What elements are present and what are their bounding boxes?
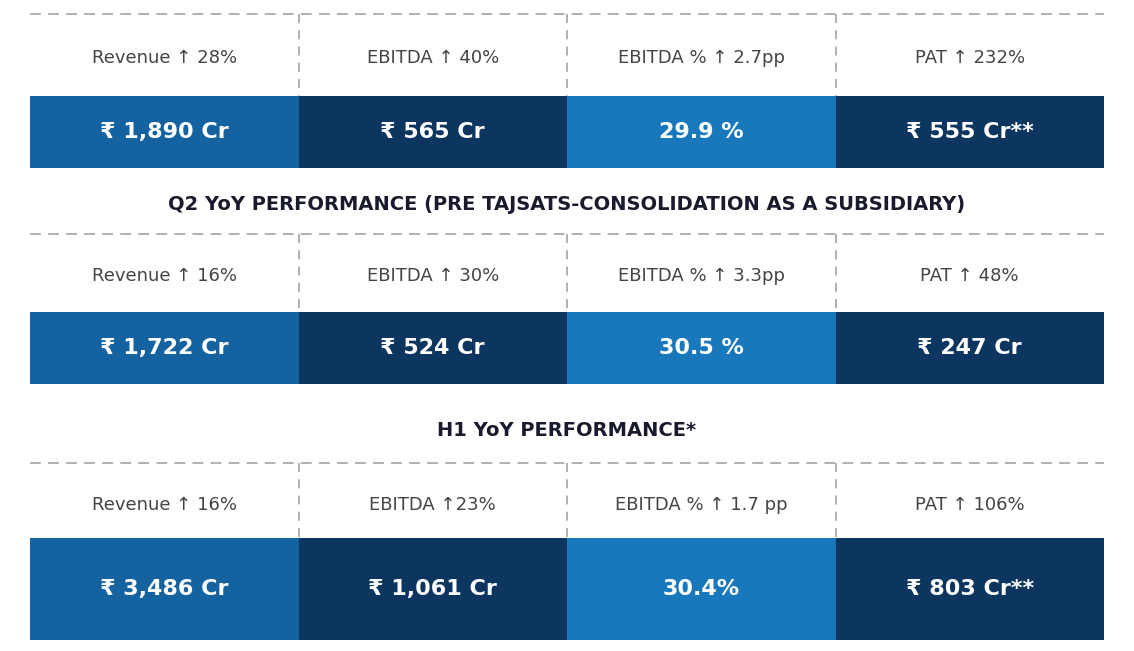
Text: EBITDA ↑ 40%: EBITDA ↑ 40% bbox=[366, 49, 499, 67]
Text: EBITDA ↑ 30%: EBITDA ↑ 30% bbox=[366, 267, 499, 285]
Text: Revenue ↑ 28%: Revenue ↑ 28% bbox=[92, 49, 237, 67]
Text: 30.5 %: 30.5 % bbox=[659, 338, 744, 358]
FancyBboxPatch shape bbox=[29, 312, 298, 384]
FancyBboxPatch shape bbox=[298, 312, 567, 384]
FancyBboxPatch shape bbox=[836, 96, 1105, 168]
FancyBboxPatch shape bbox=[836, 312, 1105, 384]
Text: ₹ 565 Cr: ₹ 565 Cr bbox=[380, 122, 485, 142]
Text: ₹ 1,722 Cr: ₹ 1,722 Cr bbox=[100, 338, 228, 358]
FancyBboxPatch shape bbox=[298, 538, 567, 640]
Text: EBITDA % ↑ 1.7 pp: EBITDA % ↑ 1.7 pp bbox=[615, 496, 787, 514]
FancyBboxPatch shape bbox=[836, 538, 1105, 640]
Text: Q2 YoY PERFORMANCE (PRE TAJSATS-CONSOLIDATION AS A SUBSIDIARY): Q2 YoY PERFORMANCE (PRE TAJSATS-CONSOLID… bbox=[169, 195, 965, 214]
Text: ₹ 803 Cr**: ₹ 803 Cr** bbox=[906, 579, 1034, 599]
Text: EBITDA % ↑ 3.3pp: EBITDA % ↑ 3.3pp bbox=[618, 267, 785, 285]
FancyBboxPatch shape bbox=[567, 96, 836, 168]
Text: 30.4%: 30.4% bbox=[662, 579, 739, 599]
Text: PAT ↑ 48%: PAT ↑ 48% bbox=[921, 267, 1019, 285]
Text: H1 YoY PERFORMANCE*: H1 YoY PERFORMANCE* bbox=[438, 421, 696, 439]
Text: ₹ 3,486 Cr: ₹ 3,486 Cr bbox=[100, 579, 228, 599]
FancyBboxPatch shape bbox=[29, 538, 298, 640]
Text: ₹ 247 Cr: ₹ 247 Cr bbox=[917, 338, 1022, 358]
Text: 29.9 %: 29.9 % bbox=[659, 122, 744, 142]
FancyBboxPatch shape bbox=[29, 96, 298, 168]
FancyBboxPatch shape bbox=[567, 538, 836, 640]
FancyBboxPatch shape bbox=[298, 96, 567, 168]
Text: Revenue ↑ 16%: Revenue ↑ 16% bbox=[92, 267, 237, 285]
Text: PAT ↑ 232%: PAT ↑ 232% bbox=[915, 49, 1025, 67]
Text: EBITDA ↑23%: EBITDA ↑23% bbox=[370, 496, 497, 514]
Text: ₹ 555 Cr**: ₹ 555 Cr** bbox=[906, 122, 1033, 142]
Text: ₹ 1,890 Cr: ₹ 1,890 Cr bbox=[100, 122, 229, 142]
FancyBboxPatch shape bbox=[567, 312, 836, 384]
Text: PAT ↑ 106%: PAT ↑ 106% bbox=[915, 496, 1024, 514]
Text: ₹ 524 Cr: ₹ 524 Cr bbox=[381, 338, 485, 358]
Text: ₹ 1,061 Cr: ₹ 1,061 Cr bbox=[369, 579, 497, 599]
Text: Revenue ↑ 16%: Revenue ↑ 16% bbox=[92, 496, 237, 514]
Text: EBITDA % ↑ 2.7pp: EBITDA % ↑ 2.7pp bbox=[618, 49, 785, 67]
